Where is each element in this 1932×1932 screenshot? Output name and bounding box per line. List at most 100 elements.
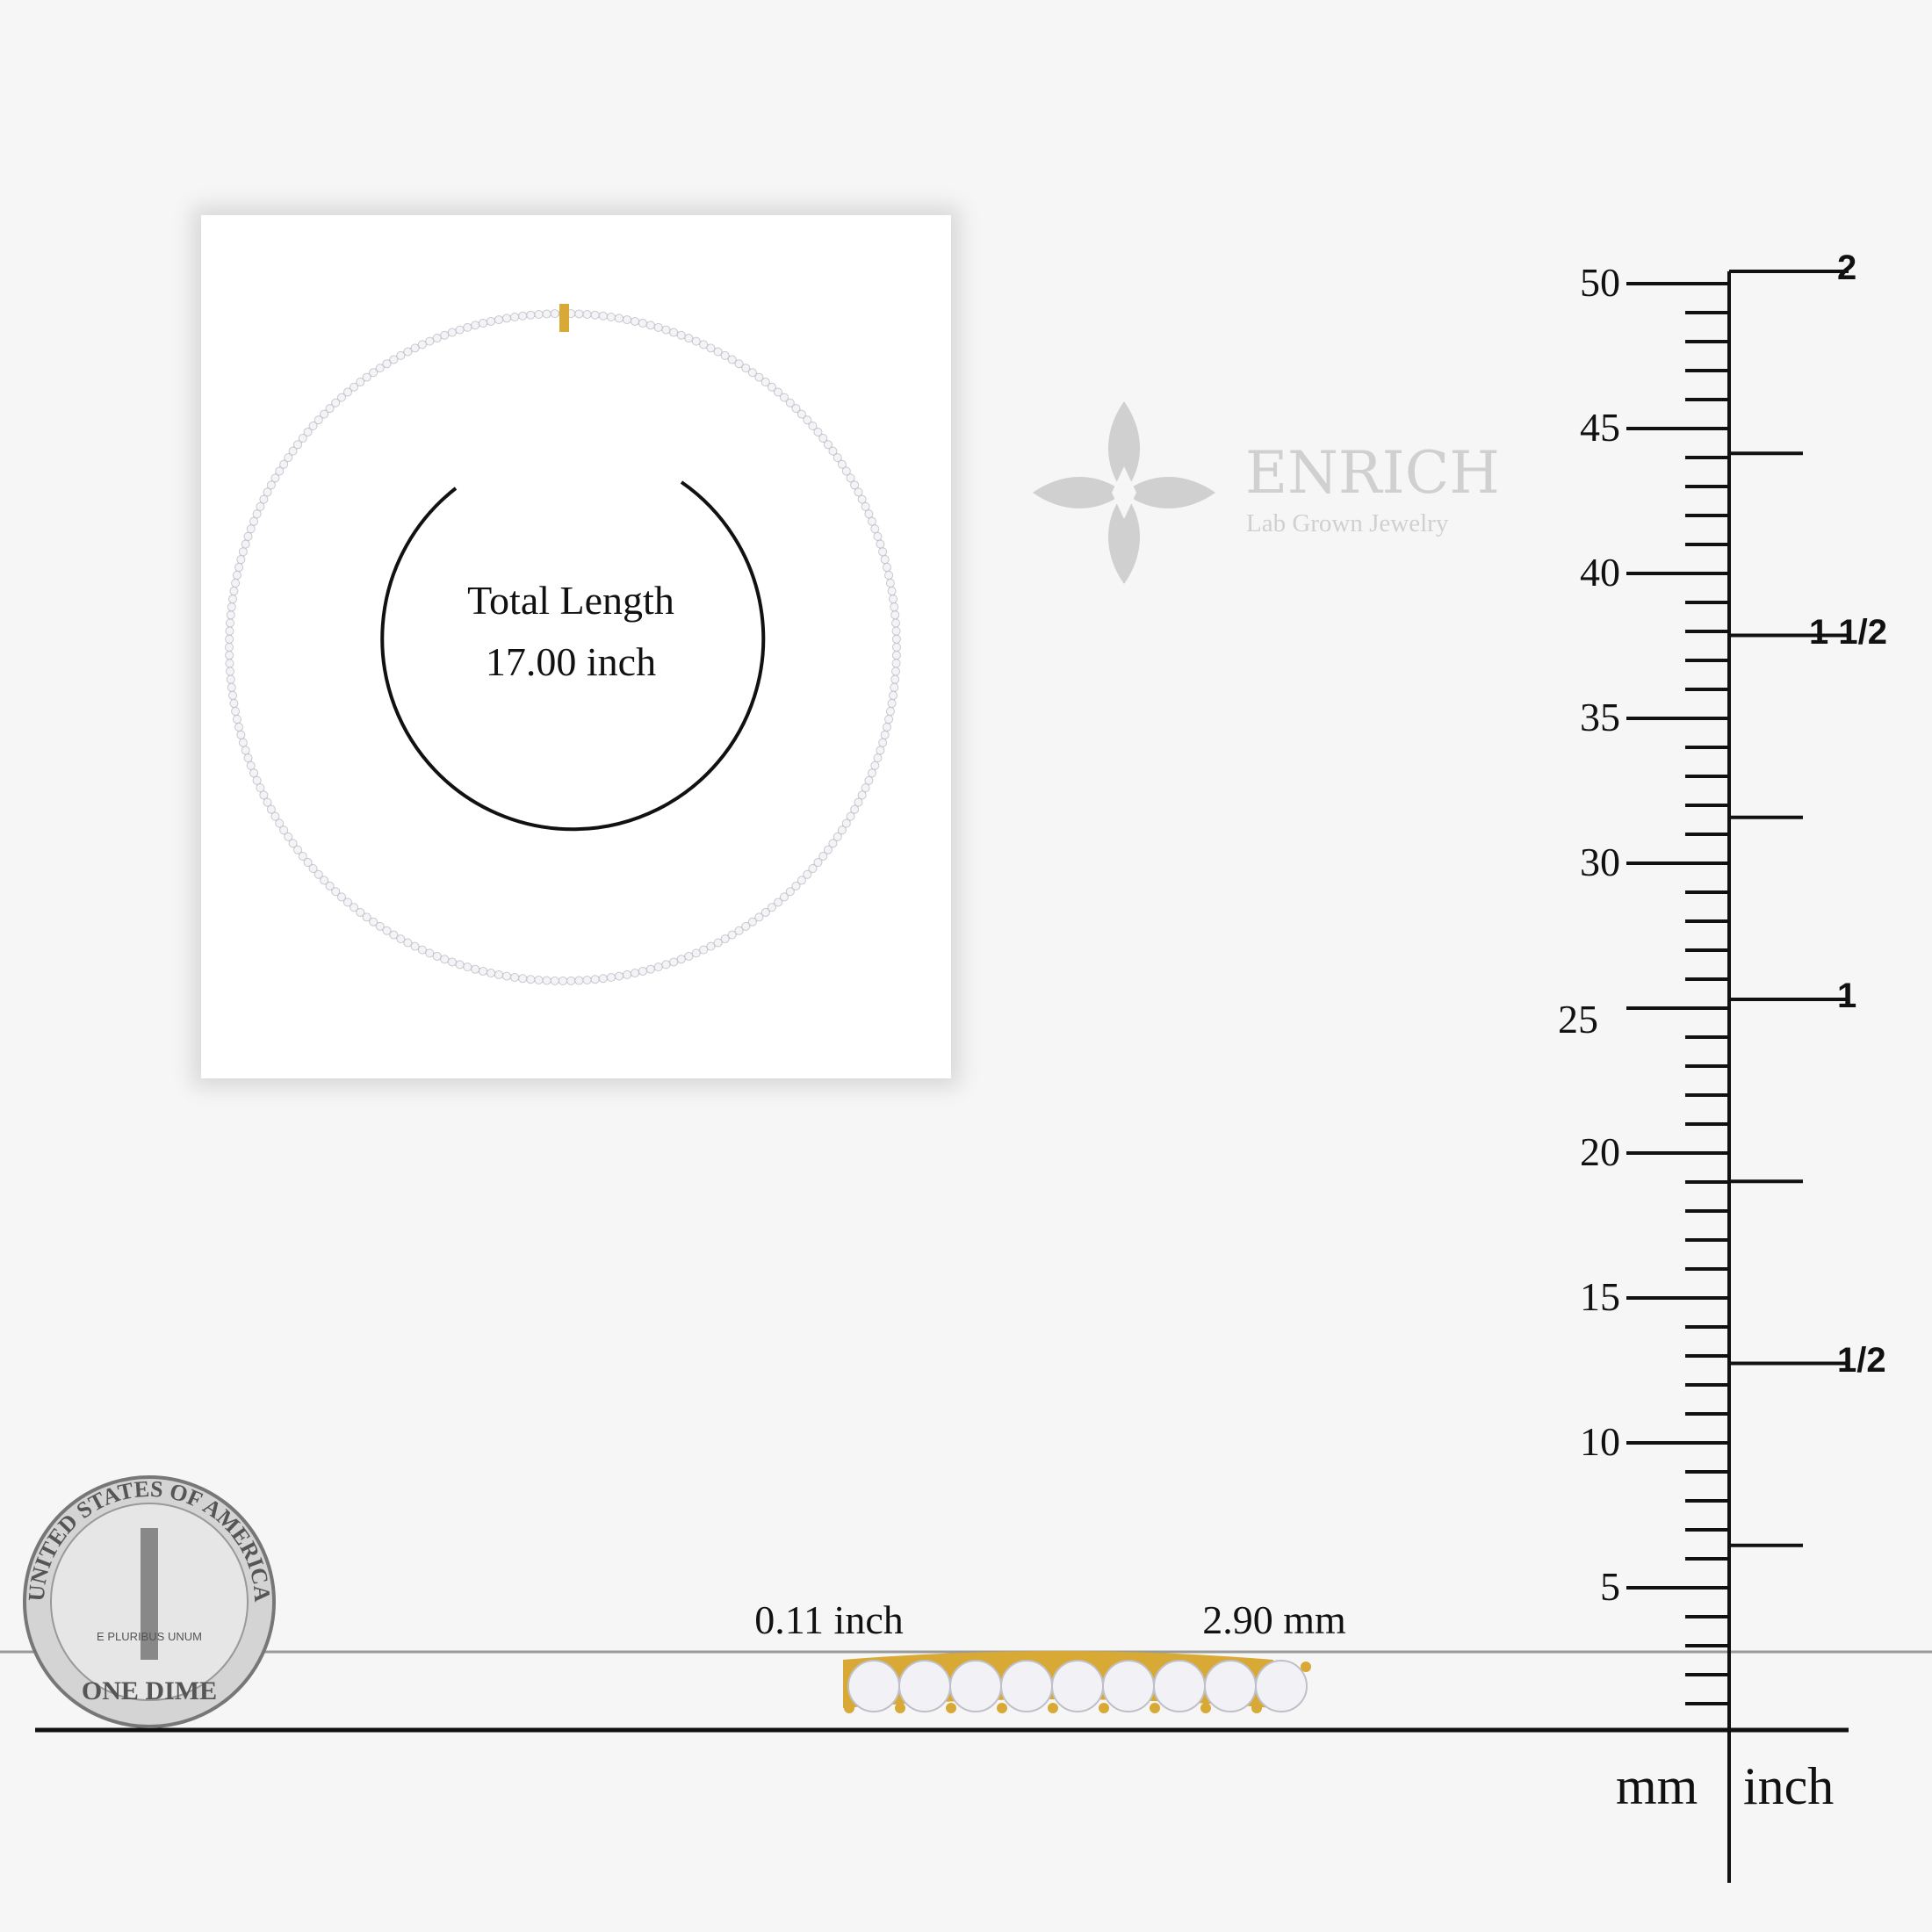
- diamond-stone: [325, 404, 335, 414]
- diamond-stone: [876, 746, 885, 755]
- diamond-stone: [684, 334, 694, 343]
- diamond-stone: [857, 790, 867, 800]
- diamond-stone: [279, 459, 289, 469]
- diamond-stone: [890, 610, 900, 620]
- mm-tick-label: 10: [1580, 1419, 1620, 1464]
- diamond-stone: [298, 434, 307, 443]
- diamond-stone: [382, 359, 392, 369]
- torch-icon: [141, 1528, 158, 1660]
- prong: [844, 1703, 854, 1713]
- diamond-stone: [227, 682, 236, 692]
- diamond-stone: [432, 334, 442, 343]
- diamond-stone: [325, 881, 335, 890]
- diamond-stone: [288, 446, 298, 456]
- necklace-card: [201, 215, 951, 1078]
- diamond-stone: [598, 311, 608, 321]
- diamond-stone: [854, 487, 863, 497]
- mm-unit-label: mm: [1616, 1757, 1698, 1815]
- diamond-stone: [1051, 1660, 1104, 1712]
- mm-tick-label: 35: [1580, 695, 1620, 739]
- prong: [1251, 1703, 1262, 1713]
- diamond-stone: [396, 350, 406, 360]
- diamond-stone: [713, 347, 723, 357]
- logo-tagline: Lab Grown Jewelry: [1246, 509, 1449, 537]
- diamond-stone: [699, 340, 709, 350]
- diamond-stone: [873, 531, 883, 541]
- diamond-stone: [867, 516, 876, 526]
- logo-brand: ENRICH: [1245, 439, 1500, 507]
- diamond-stone: [884, 571, 894, 580]
- diamond-stone: [542, 309, 551, 319]
- diamond-stone: [542, 976, 551, 985]
- prong: [893, 1662, 904, 1672]
- diamond-stone: [342, 387, 352, 397]
- diamond-stone: [510, 312, 520, 321]
- diamond-stone: [898, 1660, 951, 1712]
- diamond-stone: [225, 643, 234, 652]
- diamond-stone: [614, 971, 624, 981]
- diamond-stone: [837, 825, 847, 835]
- diamond-stone: [614, 314, 624, 323]
- diamond-stone: [534, 976, 544, 985]
- diamond-stone: [293, 845, 303, 854]
- diamond-stone: [229, 698, 239, 708]
- diamond-stone: [699, 945, 709, 955]
- inch-tick-label: 2: [1837, 249, 1857, 287]
- diamond-stone: [623, 315, 632, 325]
- diamond-stone: [892, 643, 901, 652]
- diamond-stone: [727, 355, 737, 364]
- diamond-stone: [238, 738, 248, 747]
- diamond-stone: [803, 869, 812, 879]
- prong: [1046, 1662, 1056, 1672]
- diamond-stone: [266, 804, 276, 814]
- diamond-stone: [403, 347, 413, 357]
- diamond-stone: [890, 674, 900, 684]
- diamond-stone: [226, 610, 235, 620]
- diamond-stone: [270, 811, 280, 821]
- diamond-stone: [225, 618, 234, 628]
- diamond-stone: [713, 938, 723, 948]
- diamond-stone: [494, 970, 503, 979]
- diamond-stone: [298, 851, 307, 861]
- diamond-stone: [747, 917, 757, 926]
- diamond-stone: [246, 761, 256, 770]
- diamond-stone: [885, 707, 895, 717]
- diamond-stone: [463, 322, 472, 332]
- diamond-stone: [823, 440, 833, 450]
- diamond-stone: [502, 314, 512, 323]
- diamond-stone: [841, 818, 851, 828]
- diamond-stone: [225, 659, 234, 668]
- diamond-stone: [850, 804, 860, 814]
- necklace-segment: [843, 1651, 1311, 1713]
- diamond-stone: [846, 473, 855, 483]
- diamond-stone: [833, 453, 842, 463]
- diamond-stone: [440, 330, 450, 340]
- diamond-stone: [887, 698, 897, 708]
- prong: [1097, 1662, 1107, 1672]
- diamond-stone: [410, 343, 420, 353]
- total-length-label: Total Length: [467, 578, 674, 623]
- diamond-stone: [861, 783, 870, 793]
- diamond-stone: [846, 811, 855, 821]
- diamond-stone: [389, 355, 399, 364]
- diamond-stone: [249, 768, 259, 778]
- diamond-stone: [225, 651, 234, 660]
- diamond-stone: [266, 480, 276, 490]
- prong: [1199, 1662, 1209, 1672]
- diamond-stone: [1102, 1660, 1155, 1712]
- diamond-stone: [774, 898, 783, 907]
- diamond-stone: [870, 524, 880, 534]
- diamond-stone: [225, 634, 234, 644]
- mm-tick-label: 45: [1580, 405, 1620, 450]
- diamond-stone: [303, 858, 313, 868]
- diamond-stone: [867, 768, 876, 778]
- diamond-stone: [236, 730, 246, 739]
- prong: [995, 1662, 1006, 1672]
- diamond-stone: [229, 587, 239, 596]
- diamond-stone: [880, 730, 890, 739]
- diamond-stone: [375, 921, 385, 931]
- mm-tick-label: 50: [1580, 260, 1620, 305]
- diamond-stone: [785, 398, 795, 407]
- width-inch-label: 0.11 inch: [754, 1597, 904, 1642]
- diamond-stone: [518, 311, 528, 321]
